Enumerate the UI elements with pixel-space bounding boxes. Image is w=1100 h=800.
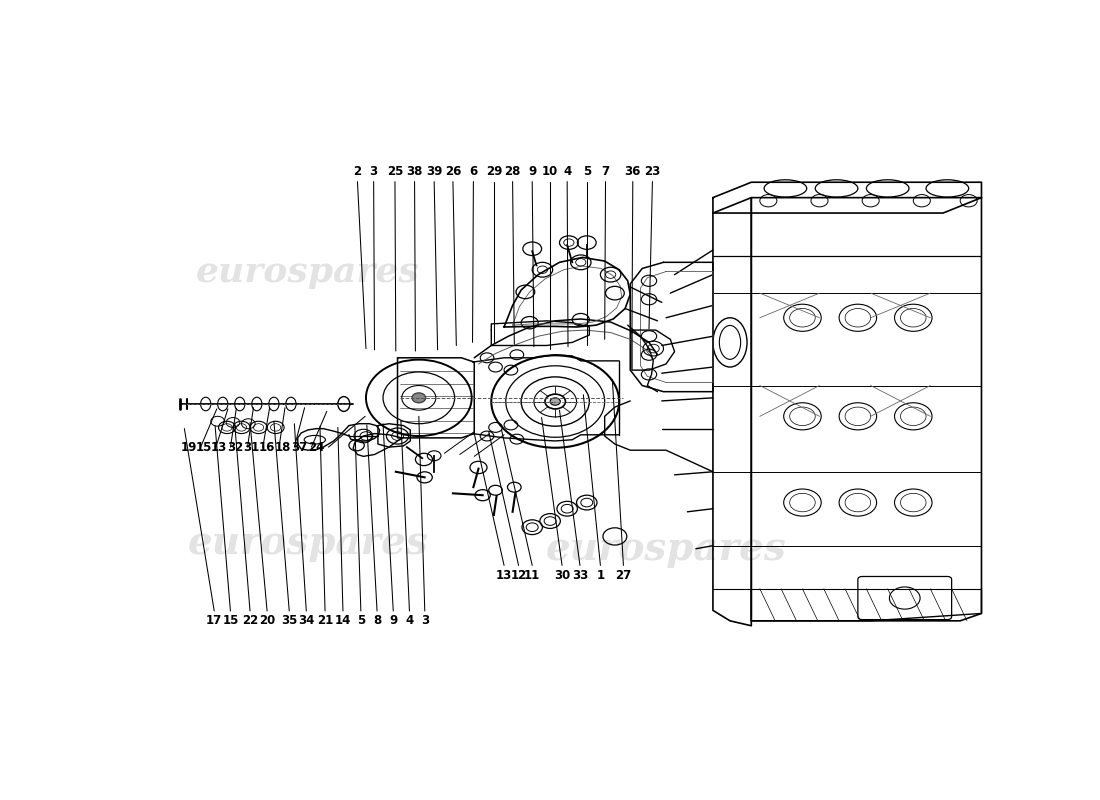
Text: 33: 33 xyxy=(572,569,588,582)
Text: 3: 3 xyxy=(370,166,377,178)
Text: 39: 39 xyxy=(426,166,442,178)
Text: 32: 32 xyxy=(228,441,244,454)
Text: 5: 5 xyxy=(356,614,365,627)
Circle shape xyxy=(412,393,426,402)
Text: 2: 2 xyxy=(353,166,362,178)
Circle shape xyxy=(550,398,560,406)
Text: 24: 24 xyxy=(308,441,324,454)
Text: 26: 26 xyxy=(444,166,461,178)
Text: 30: 30 xyxy=(554,569,570,582)
Text: 3: 3 xyxy=(420,614,429,627)
Text: 31: 31 xyxy=(243,441,258,454)
Text: 8: 8 xyxy=(373,614,382,627)
Text: 4: 4 xyxy=(563,166,571,178)
Text: 35: 35 xyxy=(282,614,297,627)
Text: 9: 9 xyxy=(389,614,397,627)
Text: 21: 21 xyxy=(317,614,333,627)
Text: 20: 20 xyxy=(258,614,275,627)
Circle shape xyxy=(507,482,521,492)
Text: 15: 15 xyxy=(196,441,212,454)
Text: 1: 1 xyxy=(596,569,605,582)
Text: 19: 19 xyxy=(180,441,197,454)
Text: 5: 5 xyxy=(583,166,591,178)
Text: 10: 10 xyxy=(542,166,558,178)
Circle shape xyxy=(488,486,503,495)
Text: eurospares: eurospares xyxy=(188,524,428,562)
Text: 37: 37 xyxy=(292,441,308,454)
Text: 6: 6 xyxy=(470,166,477,178)
Text: 13: 13 xyxy=(210,441,227,454)
Text: 18: 18 xyxy=(274,441,290,454)
Text: 23: 23 xyxy=(645,166,660,178)
Text: 13: 13 xyxy=(496,569,513,582)
Text: 11: 11 xyxy=(524,569,540,582)
Text: 25: 25 xyxy=(387,166,403,178)
Text: 36: 36 xyxy=(625,166,641,178)
Text: eurospares: eurospares xyxy=(196,254,420,289)
Text: 28: 28 xyxy=(505,166,520,178)
Text: 15: 15 xyxy=(222,614,239,627)
Text: 9: 9 xyxy=(528,166,537,178)
Text: 27: 27 xyxy=(615,569,631,582)
Text: 4: 4 xyxy=(405,614,414,627)
Text: eurospares: eurospares xyxy=(546,530,786,568)
Text: 14: 14 xyxy=(334,614,351,627)
Text: 7: 7 xyxy=(602,166,609,178)
Text: 38: 38 xyxy=(406,166,422,178)
Text: 17: 17 xyxy=(206,614,222,627)
Text: 29: 29 xyxy=(486,166,502,178)
Text: 12: 12 xyxy=(510,569,527,582)
Text: 22: 22 xyxy=(242,614,258,627)
Text: 16: 16 xyxy=(258,441,275,454)
Text: 34: 34 xyxy=(298,614,315,627)
